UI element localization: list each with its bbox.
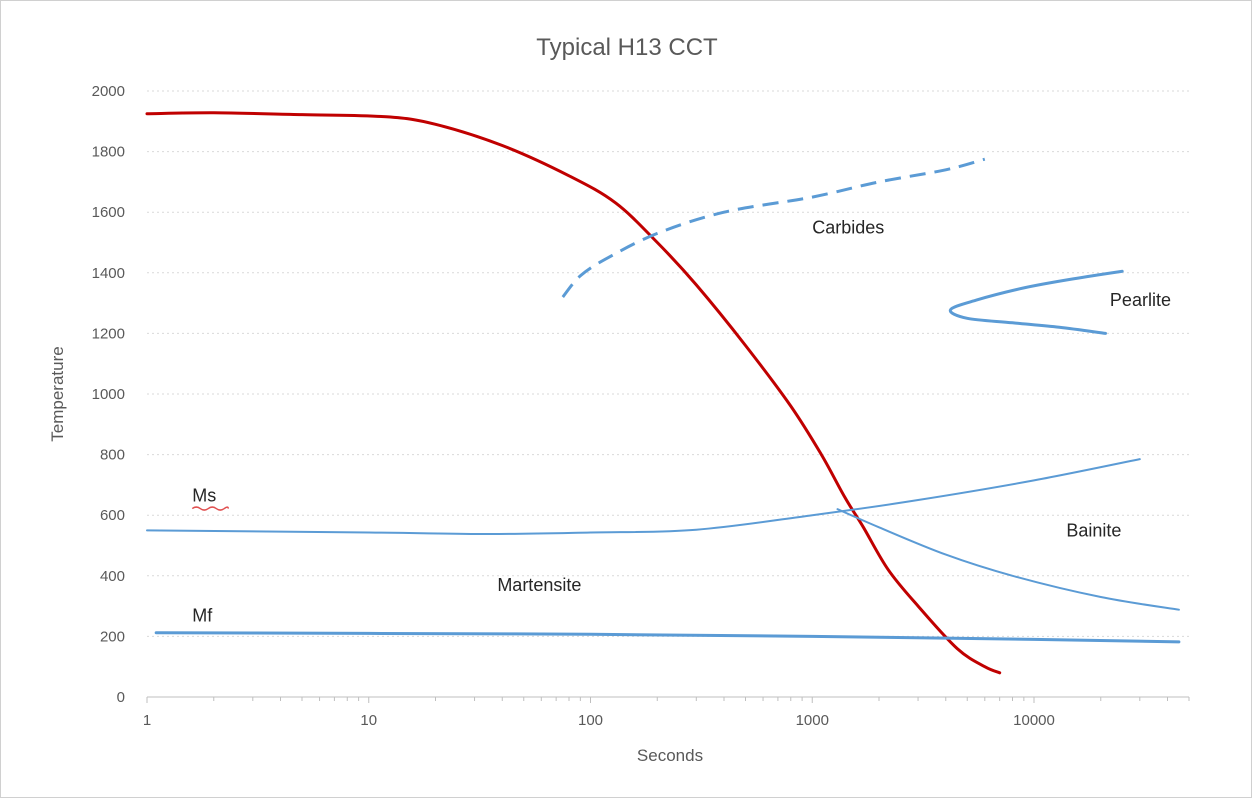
series-line-1 <box>145 111 1002 675</box>
y-tick-label: 200 <box>100 628 125 645</box>
y-tick-label: 1200 <box>92 325 125 342</box>
y-tick-label: 1400 <box>92 265 125 282</box>
annotation-martensite: Martensite <box>497 575 581 595</box>
x-tick-label: 100 <box>578 712 603 729</box>
series-line-3 <box>948 269 1124 335</box>
series-line-4 <box>146 458 1141 535</box>
y-tick-label: 1800 <box>92 144 125 161</box>
x-tick-label: 1 <box>143 712 151 729</box>
y-tick-label: 1000 <box>92 386 125 403</box>
y-tick-label: 800 <box>100 447 125 464</box>
spellcheck-underline <box>191 506 230 511</box>
annotation-pearlite: Pearlite <box>1110 290 1171 310</box>
x-tick-label: 10 <box>360 712 377 729</box>
annotation-ms: Ms <box>192 486 216 506</box>
annotation-carbides: Carbides <box>812 217 884 237</box>
x-axis-title: Seconds <box>637 746 703 765</box>
y-tick-label: 2000 <box>92 83 125 100</box>
y-axis-title: Temperature <box>48 346 67 441</box>
annotations: Carbides Pearlite Bainite Martensite Ms Mf <box>191 217 1171 625</box>
series-line-5 <box>836 508 1180 611</box>
chart-title: Typical H13 CCT <box>536 34 718 61</box>
axes: 0 200 400 600 800 1000 1200 1400 1600 1800 2000 1 10… <box>92 83 1190 729</box>
annotation-mf: Mf <box>192 605 213 625</box>
y-tick-label: 400 <box>100 568 125 585</box>
annotation-bainite: Bainite <box>1066 520 1121 540</box>
series-line-6 <box>154 631 1181 644</box>
series-group <box>145 111 1181 675</box>
series-line-2 <box>561 157 986 298</box>
grid <box>147 90 1189 637</box>
y-tick-label: 1600 <box>92 204 125 221</box>
y-tick-label: 0 <box>117 689 125 706</box>
y-tick-label: 600 <box>100 507 125 524</box>
x-tick-label: 10000 <box>1013 712 1055 729</box>
x-tick-label: 1000 <box>796 712 829 729</box>
